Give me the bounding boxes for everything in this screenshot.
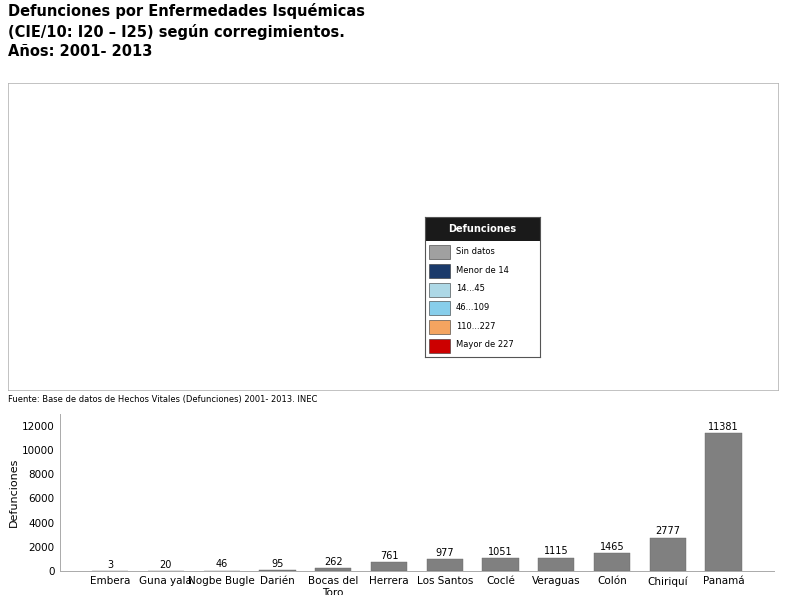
Text: 14...45: 14...45 [456,284,485,293]
Bar [430,283,450,297]
Bar [430,301,450,315]
Text: Defunciones por Enfermedades Isquémicas
(CIE/10: I20 – I25) según corregimientos: Defunciones por Enfermedades Isquémicas … [8,3,365,59]
Text: 2777: 2777 [655,527,680,536]
Y-axis label: Defunciones: Defunciones [10,458,19,527]
Bar [705,433,742,571]
Text: 20: 20 [160,560,172,570]
Text: 110...227: 110...227 [456,322,495,331]
Bar [430,245,450,259]
Text: 1465: 1465 [599,542,624,552]
Bar [430,264,450,278]
Text: 3: 3 [107,560,114,570]
Text: 1051: 1051 [488,547,513,558]
Text: 1115: 1115 [544,546,569,556]
Bar [260,570,295,571]
Text: 46: 46 [215,559,228,569]
Bar [594,553,630,571]
Text: Defunciones: Defunciones [449,224,516,234]
Text: 761: 761 [380,551,399,560]
Text: Sin datos: Sin datos [456,247,495,256]
Text: Mayor de 227: Mayor de 227 [456,340,514,349]
Bar [430,339,450,353]
Text: 95: 95 [272,559,283,569]
Text: 977: 977 [435,548,454,558]
Bar [371,562,407,571]
Text: 11381: 11381 [708,422,739,432]
Bar [315,568,351,571]
Bar [649,537,686,571]
Bar [430,320,450,334]
Bar [426,559,463,571]
Text: 46...109: 46...109 [456,303,490,312]
Bar [425,217,540,241]
Bar [483,559,518,571]
Text: Fuente: Base de datos de Hechos Vitales (Defunciones) 2001- 2013. INEC: Fuente: Base de datos de Hechos Vitales … [8,394,318,404]
Text: Menor de 14: Menor de 14 [456,266,509,275]
Text: 262: 262 [324,557,342,567]
Bar [538,558,574,571]
